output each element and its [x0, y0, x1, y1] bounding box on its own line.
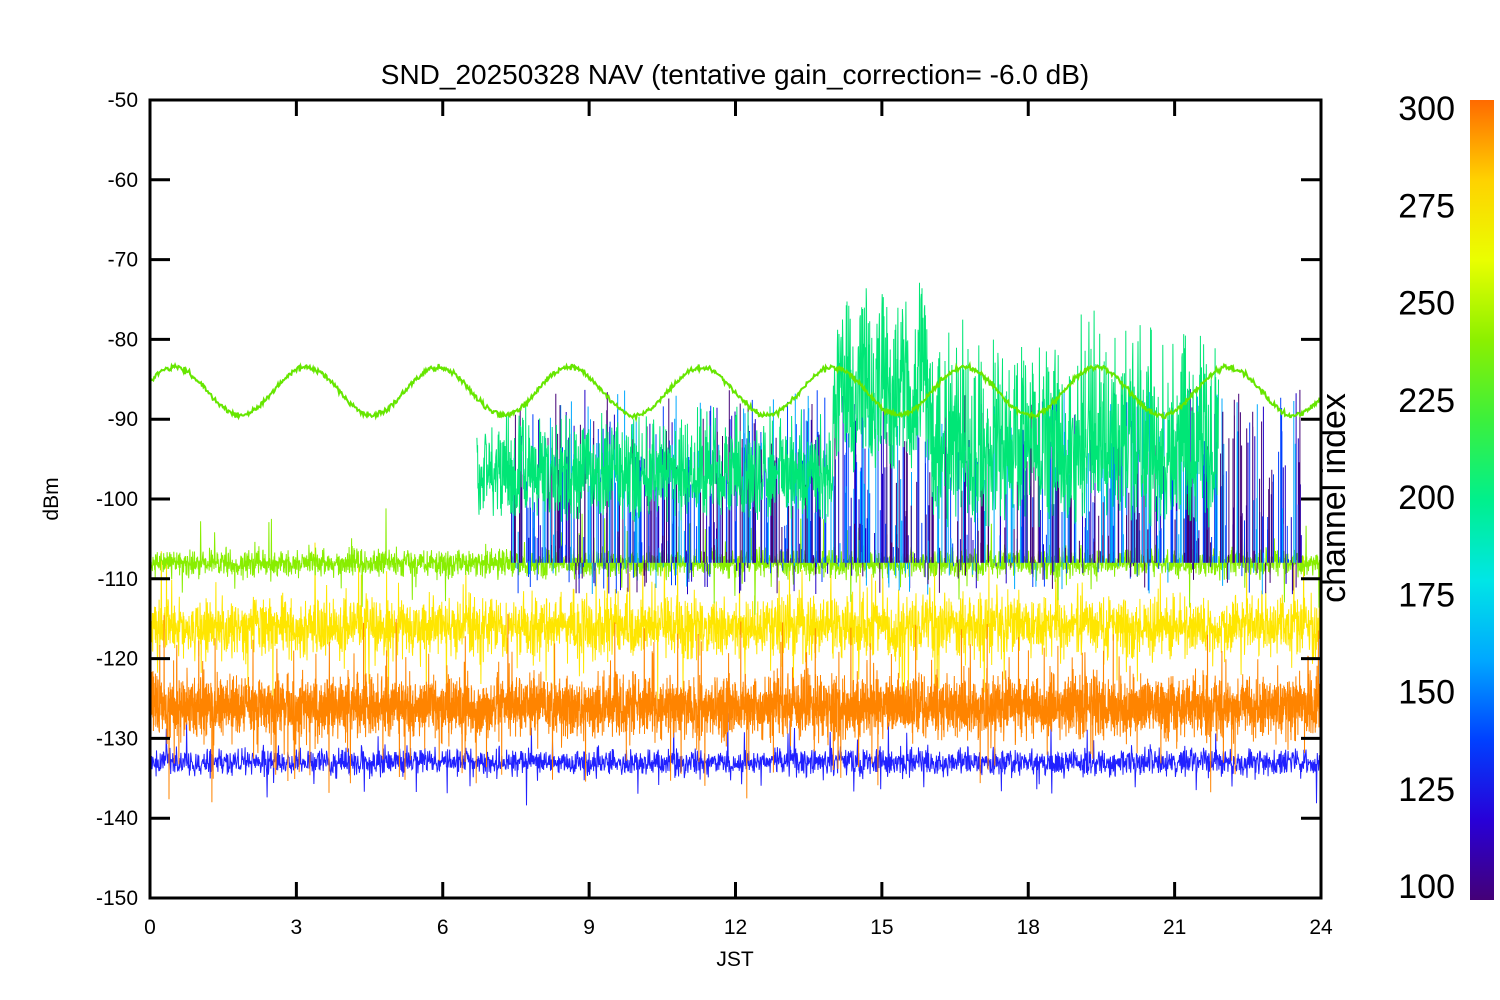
- series-ch290: [150, 613, 1321, 803]
- x-axis-label: JST: [716, 948, 754, 971]
- x-tick-label: 15: [870, 916, 893, 939]
- y-tick-label: -120: [96, 648, 138, 671]
- colorbar-tick-label: 300: [1398, 90, 1455, 128]
- y-tick-label: -150: [96, 887, 138, 910]
- plot-area: [150, 282, 1321, 806]
- x-tick-label: 9: [583, 916, 595, 939]
- series-line: [150, 508, 1321, 615]
- series-ch265: [150, 542, 1321, 707]
- y-tick-label: -90: [108, 408, 138, 431]
- colorbar-tick-label: 100: [1398, 868, 1455, 906]
- series-line: [150, 542, 1321, 707]
- colorbar-label: channel index: [1315, 393, 1353, 603]
- x-tick-label: 6: [437, 916, 449, 939]
- x-tick-label: 24: [1309, 916, 1333, 939]
- y-tick-label: -130: [96, 727, 138, 750]
- series-ch140: [150, 713, 1321, 806]
- y-tick-label: -110: [98, 568, 138, 591]
- y-tick-label: -70: [108, 249, 138, 272]
- x-tick-label: 12: [724, 916, 747, 939]
- x-tick-label: 3: [291, 916, 303, 939]
- series-line: [150, 613, 1321, 803]
- x-axis: 0 3 6 9 12 15 18 21 24: [144, 100, 1333, 939]
- colorbar-tick-label: 150: [1398, 674, 1455, 712]
- y-tick-label: -140: [96, 807, 138, 830]
- y-tick-label: -60: [108, 169, 138, 192]
- colorbar-gradient: [1470, 100, 1494, 900]
- colorbar-tick-label: 200: [1398, 479, 1455, 517]
- y-axis-label: dBm: [40, 477, 63, 520]
- y-tick-label: -50: [108, 89, 138, 112]
- series-line: [476, 282, 1219, 528]
- series-ch240: [150, 508, 1321, 615]
- x-tick-label: 21: [1163, 916, 1186, 939]
- series-line: [150, 360, 1321, 423]
- x-tick-label: 18: [1017, 916, 1040, 939]
- colorbar-tick-label: 225: [1398, 382, 1455, 420]
- series-ch205: [476, 282, 1219, 528]
- x-tick-label: 0: [144, 916, 156, 939]
- chart-title: SND_20250328 NAV (tentative gain_correct…: [381, 59, 1089, 90]
- series-ch235: [150, 360, 1321, 423]
- colorbar-tick-label: 175: [1398, 576, 1455, 614]
- colorbar-tick-label: 250: [1398, 285, 1455, 323]
- colorbar-ticks: 300 275 250 225 200 175 150 125 100: [1398, 90, 1455, 906]
- colorbar: 300 275 250 225 200 175 150 125 100: [1398, 90, 1494, 906]
- y-axis: -50 -60 -70 -80 -90 -100 -110 -120 -130 -140 -150: [96, 89, 1321, 910]
- y-tick-label: -100: [96, 488, 138, 511]
- y-tick-label: -80: [108, 328, 138, 351]
- colorbar-tick-label: 275: [1398, 187, 1455, 225]
- series-line: [150, 713, 1321, 806]
- colorbar-tick-label: 125: [1398, 771, 1455, 809]
